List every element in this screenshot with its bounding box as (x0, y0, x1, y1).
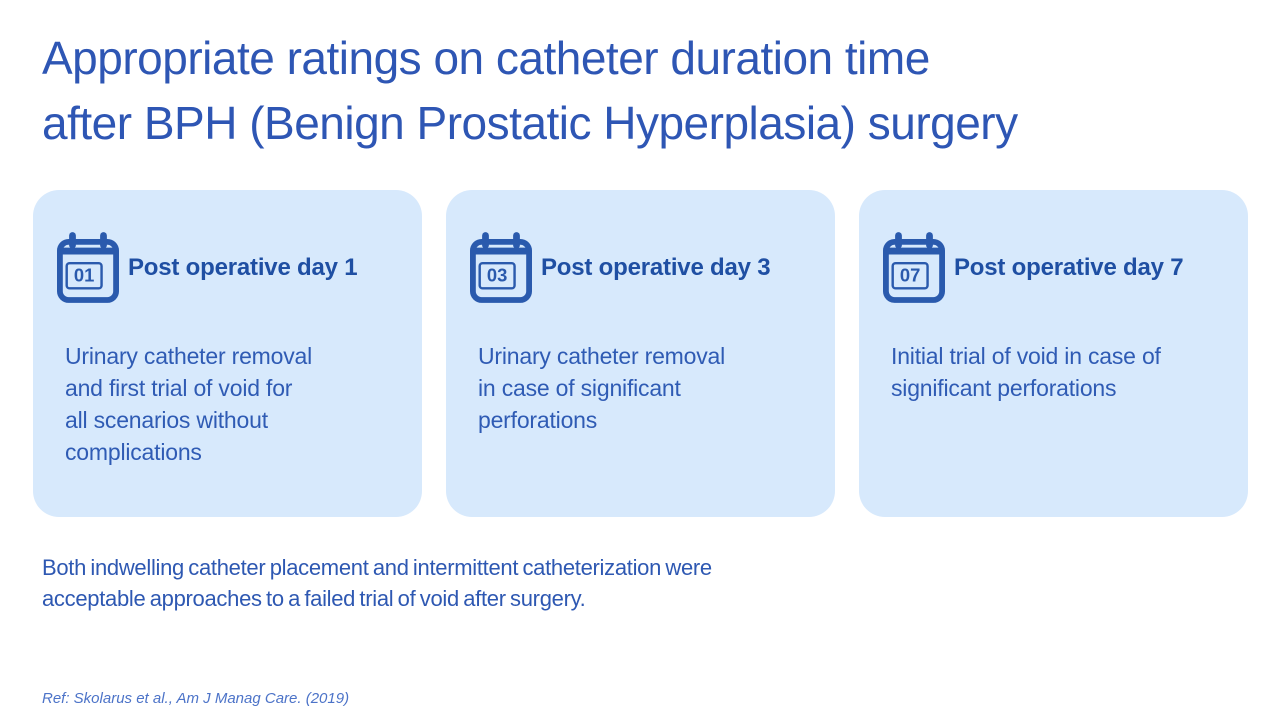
card-body-text: Urinary catheter removal in case of sign… (478, 343, 726, 433)
calendar-day-number: 07 (900, 265, 920, 286)
card-header: 01 Post operative day 1 (57, 232, 404, 304)
calendar-icon: 03 (470, 232, 532, 303)
calendar-day-number: 03 (487, 265, 507, 286)
calendar-icon: 01 (57, 232, 119, 303)
card-heading: Post operative day 3 (541, 254, 771, 281)
card-body-text: Urinary catheter removal and first trial… (65, 343, 313, 465)
reference-citation: Ref: Skolarus et al., Am J Manag Care. (… (42, 690, 350, 707)
slide-title: Appropriate ratings on catheter duration… (42, 32, 1018, 149)
card-postop-day-7: 07 Post operative day 7 Initial trial of… (859, 190, 1248, 517)
card-heading: Post operative day 1 (128, 254, 358, 281)
card-header: 03 Post operative day 3 (470, 232, 817, 304)
calendar-day-number: 01 (74, 265, 94, 286)
card-body-text: Initial trial of void in case of signifi… (891, 343, 1161, 401)
card-header: 07 Post operative day 7 (883, 232, 1230, 304)
card-postop-day-1: 01 Post operative day 1 Urinary catheter… (33, 190, 422, 517)
calendar-icon: 07 (883, 232, 945, 303)
card-heading: Post operative day 7 (954, 254, 1184, 281)
card-postop-day-3: 03 Post operative day 3 Urinary catheter… (446, 190, 835, 517)
cards-row: 01 Post operative day 1 Urinary catheter… (33, 190, 1248, 517)
summary-note: Both indwelling catheter placement and i… (42, 555, 712, 611)
